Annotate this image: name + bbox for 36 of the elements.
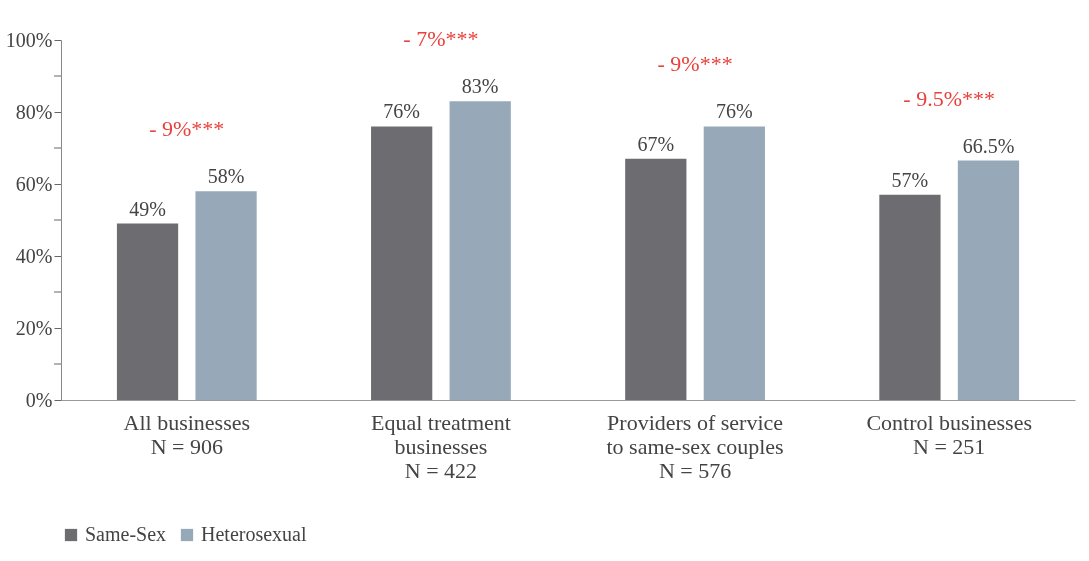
bar [703, 126, 765, 400]
bar [371, 126, 433, 400]
text: 76% [383, 100, 421, 123]
text: 57% [891, 168, 929, 191]
bar [116, 223, 179, 400]
text: N = 422 [404, 457, 478, 483]
bar [879, 194, 941, 400]
y-tick-label: 60% [15, 172, 53, 195]
text: N = 251 [913, 433, 986, 459]
bar [449, 101, 511, 400]
text: 76% [715, 100, 753, 123]
x-tick-label: Equal treatment businesses [370, 409, 511, 459]
bar [195, 191, 257, 400]
y-tick-label: 20% [15, 316, 53, 339]
text: N = 576 [658, 457, 732, 483]
x-tick-label: All businesses [123, 409, 251, 435]
y-tick-label: 0% [25, 388, 53, 411]
text: 83% [461, 75, 499, 98]
annotation: - 9%*** [657, 51, 733, 77]
x-tick-label: Providers of service to same-sex couples [606, 409, 784, 459]
y-tick-label: 40% [15, 244, 53, 267]
y-tick-label: 80% [15, 100, 53, 123]
text: 66.5% [962, 134, 1015, 157]
bar [957, 160, 1020, 400]
annotation: - 9%*** [149, 116, 225, 142]
legend-label: Same-Sex [85, 523, 167, 545]
text: 58% [207, 165, 245, 188]
x-tick-label: Control businesses [866, 409, 1033, 435]
text: 67% [637, 132, 675, 155]
legend-label: Heterosexual [201, 523, 307, 545]
annotation: - 9.5%*** [903, 85, 996, 111]
y-tick-label: 100% [5, 28, 53, 51]
bar [625, 158, 687, 400]
text: N = 906 [150, 433, 223, 459]
text: 49% [129, 197, 166, 220]
annotation: - 7%*** [403, 26, 479, 52]
